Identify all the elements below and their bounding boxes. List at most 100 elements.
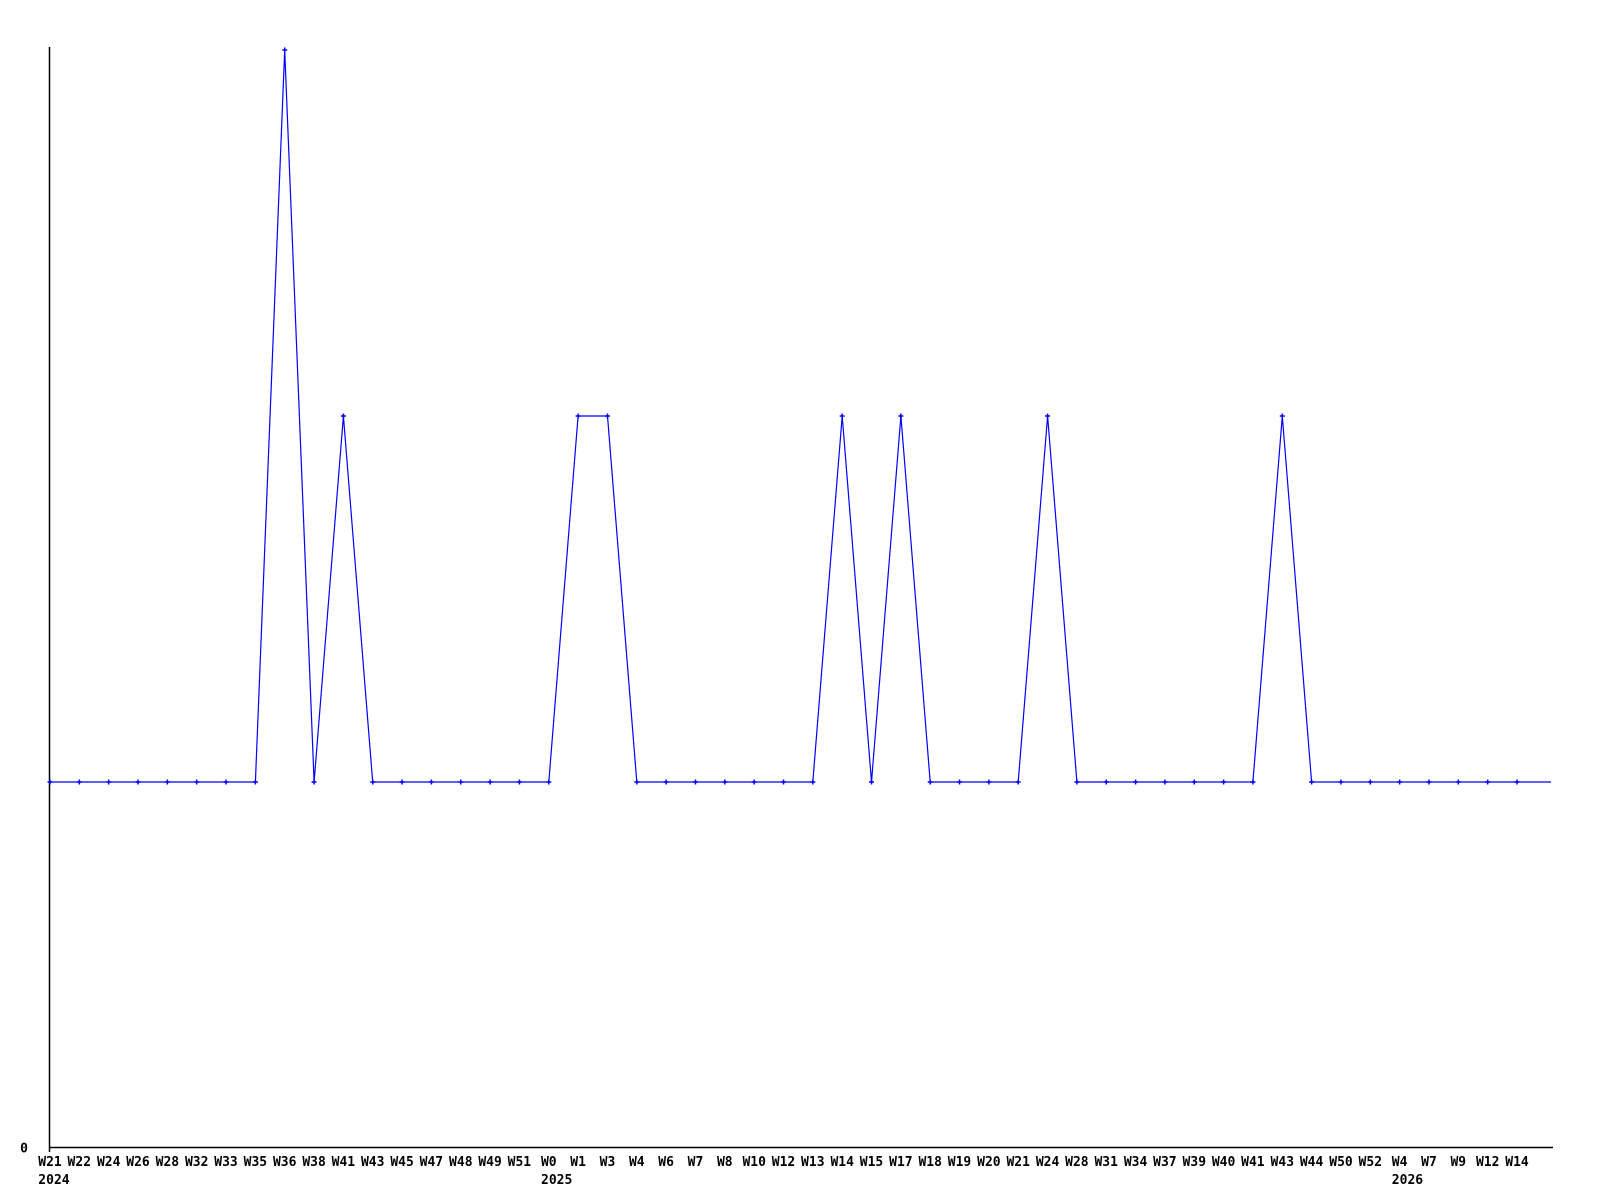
data-point-marker [428,779,434,785]
data-point-marker [634,779,640,785]
x-tick-label: W10 [742,1155,766,1170]
x-tick-label: W8 [717,1155,733,1170]
x-tick-label: W21 [38,1155,62,1170]
x-tick-label: W50 [1329,1155,1353,1170]
year-label: 2024 [38,1173,69,1188]
x-tick-label: W21 [1006,1155,1030,1170]
x-tick-label: W18 [918,1155,942,1170]
data-point-marker [223,779,229,785]
data-point-marker [722,779,728,785]
x-tick-label: W22 [68,1155,91,1170]
x-tick-label: W51 [508,1155,532,1170]
x-tick-label: W38 [302,1155,326,1170]
x-tick-label: W15 [860,1155,883,1170]
data-point-marker [1191,779,1197,785]
data-point-marker [839,413,845,419]
x-tick-label: W41 [1241,1155,1265,1170]
x-tick-label: W17 [889,1155,912,1170]
x-tick-label: W40 [1212,1155,1236,1170]
x-tick-label: W14 [1505,1155,1529,1170]
data-point-marker [135,779,141,785]
data-point-marker [1279,413,1285,419]
data-point-marker [1309,779,1315,785]
data-point-marker [810,779,816,785]
data-point-marker [1485,779,1491,785]
x-tick-label: W47 [420,1155,443,1170]
x-tick-label: W45 [390,1155,413,1170]
data-point-marker [1074,779,1080,785]
data-point-marker [1338,779,1344,785]
data-point-marker [869,779,875,785]
data-point-marker [751,779,757,785]
data-point-marker [781,779,786,785]
x-tick-label: W14 [830,1155,854,1170]
data-point-marker [282,47,288,53]
x-tick-label: W19 [948,1155,971,1170]
data-point-marker [252,779,258,785]
data-point-marker [164,779,170,785]
data-point-marker [1133,779,1139,785]
x-tick-label: W0 [541,1155,557,1170]
data-point-marker [1397,779,1403,785]
data-point-marker [487,779,493,785]
x-tick-label: W24 [97,1155,121,1170]
data-point-marker [575,413,581,419]
data-point-marker [76,779,82,785]
x-tick-label: W13 [801,1155,824,1170]
x-tick-label: W41 [332,1155,356,1170]
data-point-marker [1514,779,1520,785]
x-tick-label: W12 [1476,1155,1499,1170]
x-tick-label: W7 [1421,1155,1437,1170]
data-point-marker [898,413,904,419]
x-tick-label: W12 [772,1155,795,1170]
data-point-marker [927,779,933,785]
x-tick-label: W28 [156,1155,180,1170]
y-origin-label: 0 [20,1142,28,1157]
x-tick-label: W33 [214,1155,237,1170]
data-point-marker [370,779,376,785]
data-point-marker [1250,779,1256,785]
x-tick-label: W35 [244,1155,267,1170]
data-point-marker [957,779,963,785]
data-point-marker [399,779,405,785]
x-tick-label: W28 [1065,1155,1089,1170]
x-tick-label: W20 [977,1155,1001,1170]
data-point-marker [1162,779,1168,785]
data-point-marker [1367,779,1373,785]
data-point-marker [546,779,552,785]
x-tick-label: W48 [449,1155,473,1170]
x-tick-label: W39 [1183,1155,1206,1170]
year-label: 2025 [541,1173,572,1188]
x-tick-label: W52 [1359,1155,1382,1170]
data-point-marker [458,779,464,785]
data-point-marker [1221,779,1227,785]
x-tick-label: W34 [1124,1155,1148,1170]
x-tick-label: W26 [126,1155,150,1170]
data-point-marker [604,413,610,419]
data-point-marker [106,779,112,785]
data-point-marker [311,779,317,785]
x-tick-label: W43 [361,1155,384,1170]
x-tick-label: W7 [688,1155,704,1170]
data-point-marker [1045,413,1051,419]
data-line [50,49,1551,783]
x-tick-label: W36 [273,1155,297,1170]
x-tick-label: W6 [658,1155,674,1170]
data-point-marker [194,779,200,785]
x-tick-label: W44 [1300,1155,1324,1170]
x-tick-label: W37 [1153,1155,1176,1170]
x-tick-label: W1 [570,1155,586,1170]
x-tick-label: W24 [1036,1155,1060,1170]
data-point-marker [1015,779,1021,785]
data-point-marker [1426,779,1432,785]
x-tick-label: W32 [185,1155,208,1170]
x-tick-label: W9 [1450,1155,1466,1170]
x-tick-label: W4 [629,1155,645,1170]
data-point-marker [1455,779,1461,785]
year-label: 2026 [1392,1173,1423,1188]
x-tick-label: W4 [1392,1155,1408,1170]
x-tick-label: W49 [478,1155,501,1170]
data-point-marker [47,779,53,785]
